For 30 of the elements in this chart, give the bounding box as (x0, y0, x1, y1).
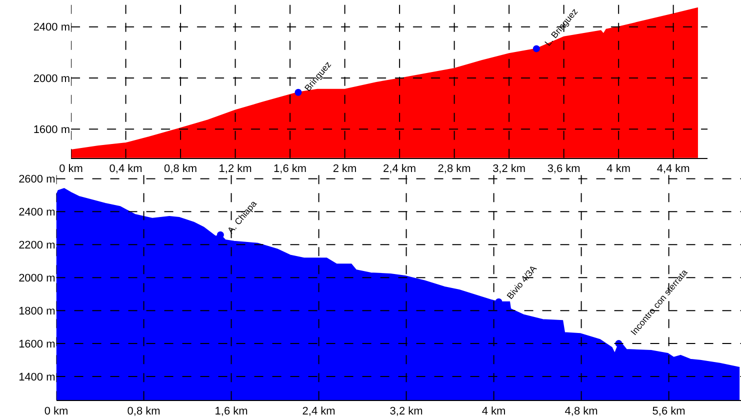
x-tick-label: 0 km (44, 405, 68, 417)
x-tick-label: 2,4 km (302, 405, 336, 417)
y-tick-label: 1600 m (18, 338, 56, 350)
x-tick-label: 3,2 km (390, 405, 423, 417)
x-tick-label: 5,6 km (652, 405, 686, 417)
x-tick-label: 4 km (482, 405, 506, 417)
x-tick-label: 2,4 km (383, 163, 416, 176)
x-tick-label: 0 km (59, 163, 83, 176)
y-tick-label: 2200 m (18, 239, 56, 252)
x-tick-label: 4,8 km (564, 405, 598, 417)
y-tick-label: 1800 m (18, 305, 56, 318)
x-tick-label: 0,4 km (109, 163, 142, 176)
x-tick-label: 4 km (606, 163, 630, 176)
x-tick-label: 1,6 km (274, 163, 307, 176)
x-tick-label: 2,8 km (438, 163, 471, 176)
y-tick-label: 1400 m (18, 371, 56, 384)
x-tick-label: 4,4 km (656, 163, 690, 176)
y-tick-label: 2400 m (33, 22, 70, 34)
x-tick-label: 0,8 km (164, 163, 198, 176)
x-tick-label: 3,2 km (492, 163, 526, 176)
x-tick-label: 1,6 km (214, 405, 248, 417)
x-tick-label: 1,2 km (218, 163, 252, 176)
x-tick-label: 0,8 km (127, 405, 160, 417)
y-tick-label: 2600 m (18, 174, 56, 186)
x-tick-label: 3,6 km (547, 163, 580, 176)
y-tick-label: 2400 m (18, 206, 56, 219)
y-tick-label: 2000 m (18, 272, 56, 284)
x-tick-label: 2 km (332, 163, 357, 176)
y-tick-label: 2000 m (33, 72, 70, 85)
y-tick-label: 1600 m (33, 124, 70, 136)
